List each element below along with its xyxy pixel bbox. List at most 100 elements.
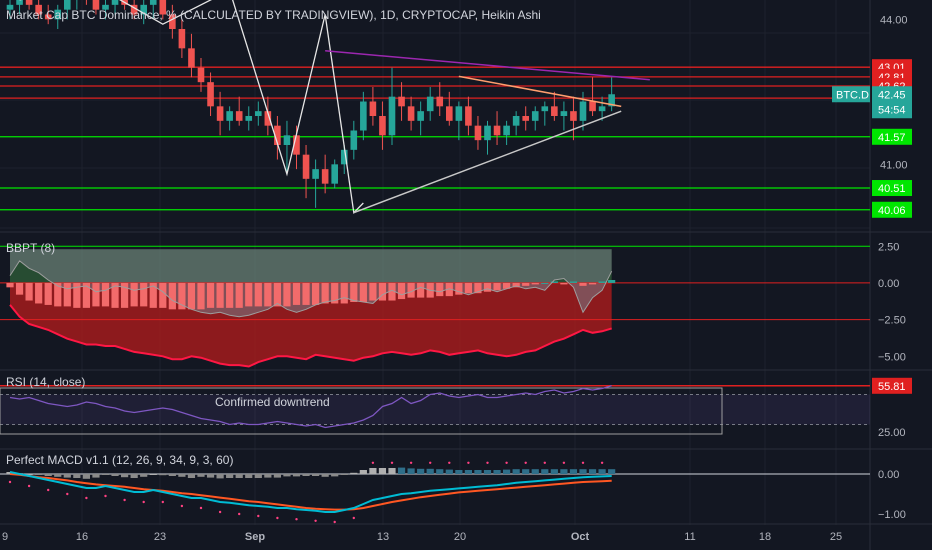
candle xyxy=(570,96,577,141)
candle-body xyxy=(35,4,42,15)
candle xyxy=(274,116,281,160)
candle xyxy=(493,111,501,145)
macd-histogram-bar xyxy=(340,474,348,475)
candle-body xyxy=(369,101,377,116)
last-price-tag-text: 42.45 xyxy=(878,89,906,101)
bbpt-histogram-bar xyxy=(340,282,348,304)
rsi-panel[interactable] xyxy=(0,385,870,435)
candle-body xyxy=(274,125,281,145)
candle-body xyxy=(388,96,396,136)
macd-tick-label: 0.00 xyxy=(878,469,899,481)
bbpt-panel[interactable] xyxy=(0,245,870,368)
macd-histogram-bar xyxy=(44,474,52,476)
macd-dot xyxy=(390,461,394,464)
macd-dot xyxy=(123,498,126,502)
candle-body xyxy=(207,82,214,107)
candle-body xyxy=(465,106,472,126)
macd-histogram-bar xyxy=(264,474,272,478)
macd-histogram-bar xyxy=(302,474,310,476)
candle-body xyxy=(283,135,291,145)
candle xyxy=(512,111,520,136)
bbpt-histogram-bar xyxy=(149,282,157,308)
bbpt-histogram-bar xyxy=(407,282,415,298)
candle-body xyxy=(493,125,501,136)
macd-histogram-bar xyxy=(235,474,243,478)
macd-histogram-bar xyxy=(283,474,291,477)
bbpt-tick-label: 0.00 xyxy=(878,278,899,290)
bbpt-histogram-bar xyxy=(73,282,81,308)
candle xyxy=(216,91,224,136)
candle xyxy=(207,72,214,116)
candle xyxy=(188,33,195,78)
macd-panel[interactable] xyxy=(0,461,870,524)
candle xyxy=(417,101,424,136)
bbpt-histogram-bar xyxy=(35,282,43,304)
bbpt-histogram-bar xyxy=(541,282,549,284)
macd-histogram-bar xyxy=(312,474,320,476)
macd-histogram-bar xyxy=(493,470,501,474)
candle xyxy=(226,106,233,131)
macd-histogram-bar xyxy=(350,472,358,474)
macd-dot xyxy=(218,510,222,514)
bbpt-histogram-bar xyxy=(197,282,205,310)
bbpt-histogram-bar xyxy=(464,282,472,294)
candle xyxy=(436,82,444,116)
candle xyxy=(379,101,386,150)
price-panel[interactable] xyxy=(0,0,870,215)
bbpt-histogram-bar xyxy=(63,282,71,307)
bbpt-tick-label: 2.50 xyxy=(878,241,899,253)
candle-body xyxy=(436,96,444,107)
candle-body xyxy=(264,111,272,126)
candle xyxy=(35,0,42,20)
candle-body xyxy=(360,101,367,131)
candle xyxy=(255,101,262,126)
macd-dot xyxy=(66,492,69,496)
macd-histogram-bar xyxy=(168,474,176,476)
candle xyxy=(331,159,338,189)
bbpt-histogram-bar xyxy=(503,282,511,289)
macd-histogram-bar xyxy=(35,474,43,475)
candle-body xyxy=(474,125,482,141)
candle-body xyxy=(589,101,596,112)
price-level-tag-bg xyxy=(872,180,912,197)
macd-histogram-bar xyxy=(436,469,444,474)
rsi-band xyxy=(0,394,870,425)
bbpt-histogram-bar xyxy=(388,282,396,301)
bbpt-histogram-bar xyxy=(6,282,14,288)
candle-body xyxy=(484,125,491,141)
macd-dot xyxy=(238,512,241,516)
bbpt-histogram-bar xyxy=(550,281,558,283)
candle xyxy=(388,67,396,145)
x-tick-label: 13 xyxy=(377,531,389,543)
candle-body xyxy=(6,4,14,10)
bbpt-histogram-bar xyxy=(130,282,138,307)
macd-dot xyxy=(104,494,107,498)
rsi-line xyxy=(9,385,612,429)
macd-dot xyxy=(47,488,50,492)
candle xyxy=(264,96,272,136)
candle xyxy=(398,82,405,121)
macd-dot xyxy=(295,518,298,521)
macd-histogram-bar xyxy=(483,470,492,474)
bbpt-histogram-bar xyxy=(140,282,148,307)
macd-dot xyxy=(161,500,164,504)
candle-body xyxy=(197,67,205,83)
price-level-tag: 40.51 xyxy=(872,180,912,197)
macd-histogram-bar xyxy=(149,474,157,475)
price-level-tag-text: 40.51 xyxy=(878,183,906,195)
ascending-trendline xyxy=(353,110,622,214)
candle xyxy=(312,159,319,208)
candle xyxy=(522,106,529,131)
bbpt-histogram-bar xyxy=(483,282,492,292)
candle-body xyxy=(92,0,100,10)
bbpt-histogram-bar xyxy=(178,282,186,310)
macd-histogram-bar xyxy=(216,474,224,479)
x-tick-label: 16 xyxy=(76,531,88,543)
bbpt-histogram-bar xyxy=(493,282,501,291)
bbpt-histogram-bar xyxy=(82,282,90,308)
macd-histogram-bar xyxy=(140,474,148,477)
bbpt-bull-line xyxy=(9,260,613,318)
macd-histogram-bar xyxy=(503,469,511,474)
candle xyxy=(503,120,510,145)
